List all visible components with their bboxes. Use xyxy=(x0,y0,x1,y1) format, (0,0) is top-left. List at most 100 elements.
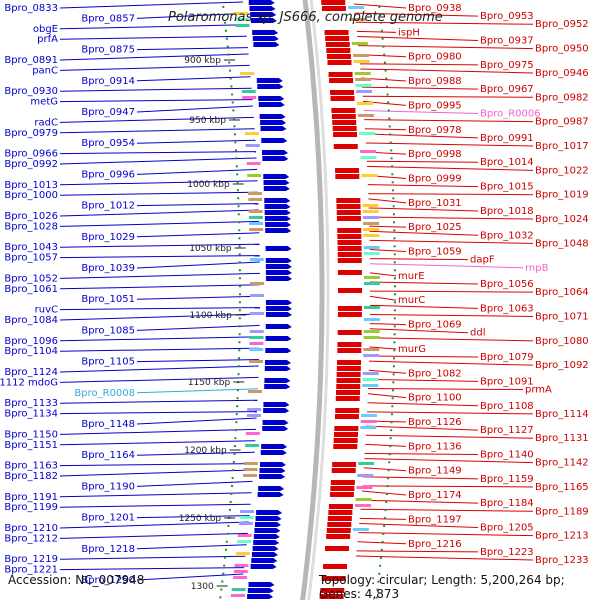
cog-stripe-outer xyxy=(363,330,380,333)
forward-gene-arrow xyxy=(321,6,346,11)
forward-gene-arrow xyxy=(330,90,355,95)
reverse-gene-arrow xyxy=(265,300,292,305)
reverse-gene-arrow xyxy=(260,120,287,125)
left-label-connector xyxy=(59,307,260,311)
cog-stripe-inner xyxy=(249,222,264,225)
left-label-connector xyxy=(59,503,251,508)
forward-gene-arrow xyxy=(330,486,355,491)
cog-stripe-outer xyxy=(360,420,377,423)
cog-stripe-outer xyxy=(356,90,373,93)
left-label-connector xyxy=(136,573,244,581)
cog-stripe-outer xyxy=(357,474,374,477)
left-gene-label: Bpro_1182 xyxy=(4,471,58,482)
reverse-gene-arrow xyxy=(255,516,282,521)
right-gene-label: Bpro_0978 xyxy=(408,125,462,136)
reverse-gene-arrow xyxy=(264,210,291,215)
gene-labels: 900 kbp 950 kbp 1000 kbp 1050 kbp 1100 kbp 11… xyxy=(0,3,589,592)
left-gene-label: Bpro_0992 xyxy=(4,159,58,170)
right-gene-label: Bpro_1205 xyxy=(480,523,534,534)
cog-stripe-inner xyxy=(240,72,255,75)
reverse-gene-arrow xyxy=(257,84,284,89)
cog-stripe-inner xyxy=(233,570,248,573)
cog-stripe-outer xyxy=(357,102,374,105)
left-label-connector xyxy=(59,555,246,560)
cog-stripe-inner xyxy=(248,192,263,195)
forward-gene-arrow xyxy=(330,480,355,485)
forward-gene-arrow xyxy=(326,528,351,533)
cog-stripe-outer xyxy=(363,282,380,285)
cog-stripe-inner xyxy=(238,522,253,525)
forward-gene-arrow xyxy=(327,60,352,65)
right-gene-label: Bpro_1069 xyxy=(408,320,462,331)
left-gene-label: Bpro_1150 xyxy=(4,429,58,440)
reverse-gene-arrow xyxy=(254,522,281,527)
right-gene-label: Bpro_1056 xyxy=(480,279,534,290)
left-gene-label: Bpro_0996 xyxy=(81,169,135,180)
forward-gene-arrow xyxy=(323,564,348,569)
reverse-gene-arrow xyxy=(256,78,283,83)
left-label-connector xyxy=(59,428,257,435)
left-label-connector xyxy=(59,347,260,352)
forward-gene-arrow xyxy=(337,252,362,257)
reverse-gene-arrow xyxy=(251,558,278,563)
right-gene-label: Bpro_1136 xyxy=(408,441,462,452)
left-label-connector xyxy=(59,53,249,61)
left-label-connector xyxy=(59,209,259,217)
inner-tick-ring xyxy=(218,0,241,600)
backbone-shadow xyxy=(307,0,330,600)
left-label-connector xyxy=(136,515,250,519)
left-gene-label: Bpro_0979 xyxy=(4,128,58,139)
kbp-tick-label: 1000 kbp xyxy=(187,180,230,190)
cog-stripe-inner xyxy=(249,336,264,339)
right-gene-label: Bpro_1071 xyxy=(535,311,589,322)
right-label-connector xyxy=(362,95,534,98)
forward-gene-arrow xyxy=(326,48,351,53)
forward-gene-arrow xyxy=(336,384,361,389)
cog-stripe-inner xyxy=(235,24,250,27)
right-gene-label: Bpro_1022 xyxy=(535,165,589,176)
right-gene-label: Bpro_0946 xyxy=(535,68,589,79)
right-gene-label: murE xyxy=(398,271,425,282)
cog-stripe-outer xyxy=(363,246,380,249)
forward-gene-arrow xyxy=(333,132,358,137)
cog-stripe-outer xyxy=(352,528,369,531)
left-gene-label: Bpro_1061 xyxy=(4,284,58,295)
forward-gene-arrow xyxy=(337,258,362,263)
left-label-connector xyxy=(59,365,259,373)
forward-gene-arrow xyxy=(335,408,360,413)
kbp-tick-label: 1050 kbp xyxy=(189,244,232,254)
reverse-gene-arrow xyxy=(265,270,292,275)
left-gene-label: Bpro_1013 xyxy=(4,180,58,191)
forward-gene-arrow xyxy=(337,288,362,293)
left-label-connector xyxy=(136,417,257,425)
forward-gene-arrow xyxy=(324,546,349,551)
left-gene-label: Bpro_1191 xyxy=(4,492,58,503)
right-label-connector xyxy=(367,402,479,407)
right-label-connector xyxy=(369,225,407,228)
left-gene-label: Bpro_1104 xyxy=(4,346,58,357)
reverse-gene-arrow xyxy=(265,306,292,311)
left-label-connector xyxy=(59,24,246,30)
cog-stripe-inner xyxy=(230,594,245,597)
right-gene-label: Bpro_1015 xyxy=(480,182,534,193)
right-label-connector xyxy=(356,550,479,553)
right-gene-label: Bpro_1080 xyxy=(535,336,589,347)
forward-gene-arrow xyxy=(336,378,361,383)
reverse-gene-arrow xyxy=(265,276,292,281)
right-gene-label: Bpro_1063 xyxy=(480,303,534,314)
forward-gene-arrow xyxy=(321,0,346,5)
left-gene-label: Bpro_1133 xyxy=(4,398,58,409)
cog-stripe-outer xyxy=(362,216,379,219)
left-label-connector xyxy=(59,376,259,383)
cog-stripe-inner xyxy=(248,360,263,363)
right-gene-label: Bpro_1159 xyxy=(480,474,534,485)
cog-stripe-inner xyxy=(249,258,264,261)
reverse-gene-arrow xyxy=(261,444,288,449)
reverse-gene-arrow xyxy=(252,30,279,35)
cog-stripe-inner xyxy=(249,228,264,231)
right-gene-label: Bpro_0938 xyxy=(408,3,462,14)
forward-gene-arrow xyxy=(327,516,352,521)
right-label-connector xyxy=(364,119,534,123)
left-label-connector xyxy=(59,243,260,248)
